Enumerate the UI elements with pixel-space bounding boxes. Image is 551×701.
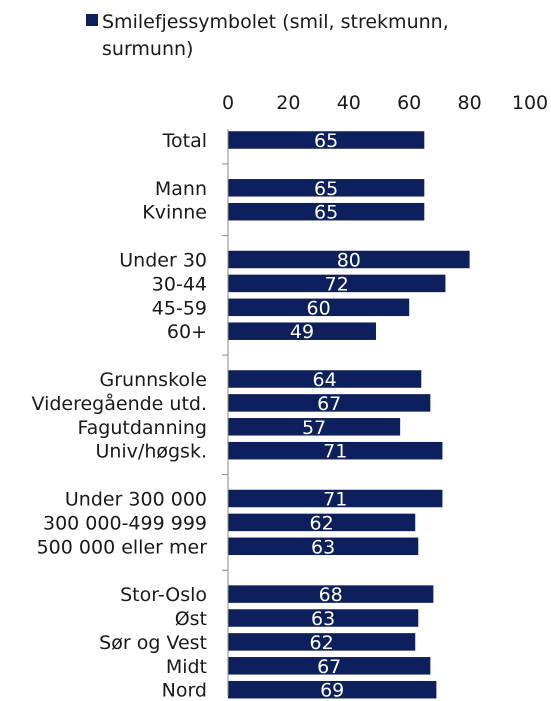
bar-value-label: 62 — [310, 632, 334, 654]
bar — [228, 370, 422, 388]
bar-value-label: 67 — [317, 393, 341, 415]
bar — [228, 418, 401, 436]
category-label: Øst — [175, 608, 207, 630]
x-tick-label: 60 — [397, 92, 421, 114]
category-label: Fagutdanning — [77, 417, 207, 439]
legend-swatch — [86, 14, 98, 26]
category-label: Under 300 000 — [65, 489, 207, 511]
bar-value-label: 60 — [307, 297, 331, 319]
category-label: 500 000 eller mer — [37, 536, 208, 558]
bar — [228, 513, 416, 532]
bar — [228, 441, 443, 460]
category-label: Nord — [162, 680, 207, 701]
category-label: Kvinne — [142, 202, 207, 224]
bar-value-label: 71 — [323, 441, 347, 463]
category-label: 30-44 — [152, 273, 207, 295]
bar — [228, 489, 443, 508]
bar-value-label: 63 — [311, 536, 335, 558]
bar-value-label: 65 — [314, 202, 338, 224]
legend-label-line1: Smilefjessymbolet (smil, strekmunn, — [102, 11, 449, 33]
x-tick-label: 0 — [222, 92, 234, 114]
bar — [228, 298, 410, 317]
x-tick-label: 80 — [458, 92, 482, 114]
category-label: 60+ — [167, 321, 207, 343]
bar — [228, 179, 425, 197]
bar-value-label: 72 — [325, 273, 349, 295]
bar — [228, 202, 425, 221]
bar-value-label: 65 — [314, 130, 338, 152]
category-label: Midt — [166, 656, 207, 678]
bar — [228, 537, 419, 556]
bar-value-label: 65 — [314, 178, 338, 200]
bar-value-label: 80 — [337, 250, 361, 272]
bars-group: 65 Total 65 Mann 65 Kvinne 80 Under 30 72 30-44 60… — [31, 130, 470, 701]
bar-value-label: 63 — [311, 608, 335, 630]
category-label: Grunnskole — [100, 369, 207, 391]
bar — [228, 609, 419, 627]
x-tick-label: 100 — [512, 92, 548, 114]
bar — [228, 657, 431, 675]
bar — [228, 322, 376, 340]
bar-value-label: 57 — [302, 417, 326, 439]
x-tick-label: 20 — [276, 92, 300, 114]
bar — [228, 250, 470, 269]
category-label: Stor-Oslo — [120, 584, 207, 606]
bar-value-label: 62 — [310, 512, 334, 534]
category-label: Sør og Vest — [99, 632, 207, 654]
bar — [228, 274, 446, 293]
bar-value-label: 64 — [313, 369, 337, 391]
bar-value-label: 49 — [290, 321, 314, 343]
bar-value-label: 69 — [320, 680, 344, 701]
bar-value-label: 68 — [319, 584, 343, 606]
bar-value-label: 71 — [323, 489, 347, 511]
category-label: Videregående utd. — [31, 392, 207, 415]
x-axis-ticks: 0 20 40 60 80 100 — [222, 92, 548, 114]
category-label: 45-59 — [152, 297, 207, 319]
category-label: Under 30 — [119, 250, 207, 272]
bar-value-label: 67 — [317, 656, 341, 678]
bar — [228, 131, 425, 149]
bar — [228, 633, 416, 651]
bar — [228, 680, 437, 699]
bar — [228, 394, 431, 412]
bar — [228, 585, 434, 603]
category-label: Univ/høgsk. — [95, 441, 207, 463]
category-label: 300 000-499 999 — [43, 512, 207, 534]
category-label: Total — [162, 130, 207, 152]
category-label: Mann — [155, 178, 207, 200]
legend-label-line2: surmunn) — [102, 38, 193, 60]
x-tick-label: 40 — [337, 92, 361, 114]
